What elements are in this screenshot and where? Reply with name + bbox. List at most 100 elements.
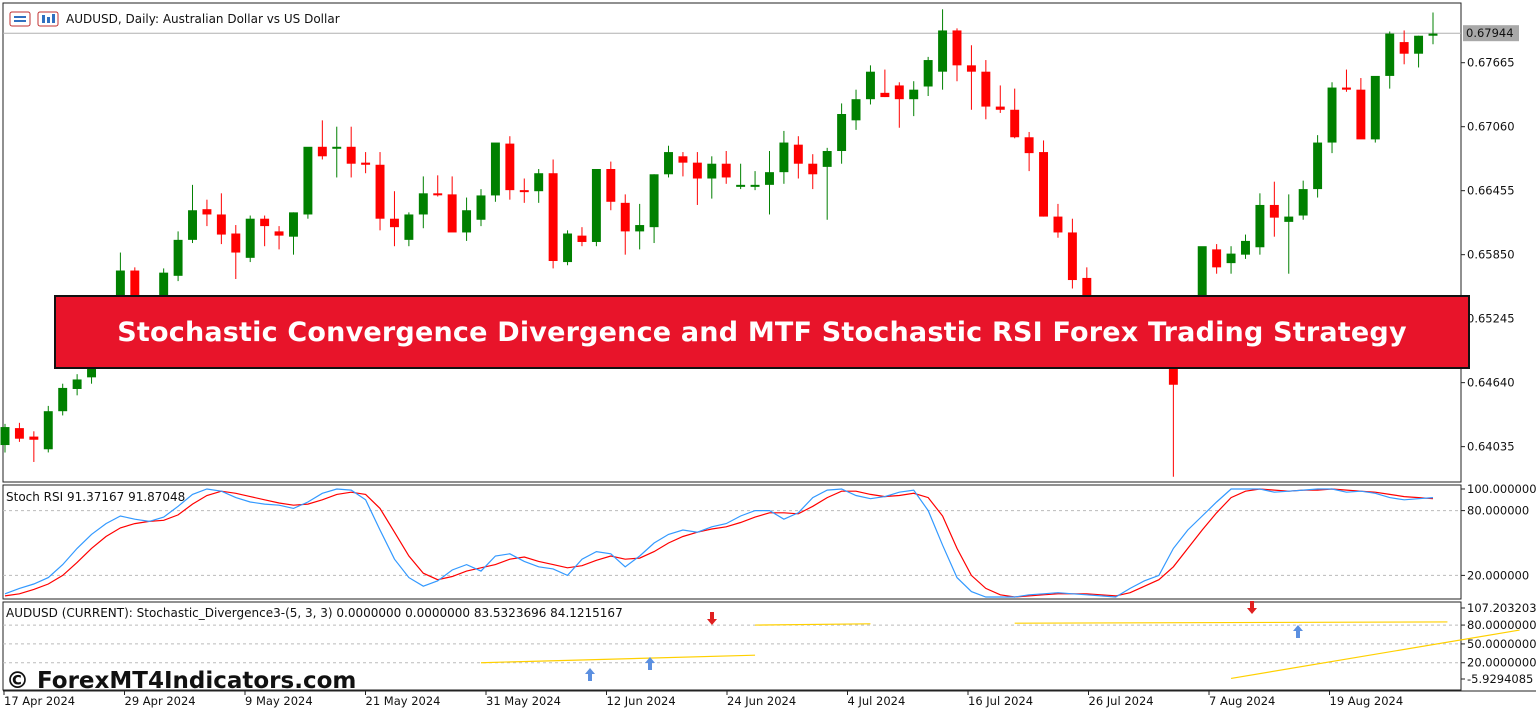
candle: [173, 231, 183, 282]
candle: [880, 69, 890, 98]
date-axis-label: 7 Aug 2024: [1209, 694, 1275, 708]
candle: [765, 151, 774, 215]
candle: [793, 136, 803, 179]
candle: [1212, 244, 1222, 274]
candle-body: [1010, 109, 1020, 138]
candle: [938, 9, 948, 90]
candle-body: [1039, 152, 1049, 217]
buy-arrow-icon: [645, 657, 655, 670]
stoch-axis-label: 20.000000: [1467, 568, 1529, 582]
title-banner-text: Stochastic Convergence Divergence and MT…: [117, 316, 1407, 348]
candle-body: [1298, 189, 1308, 216]
candle: [1428, 12, 1438, 45]
stoch-rsi-signal-line: [4, 488, 1434, 598]
candle: [188, 184, 197, 244]
buy-arrow-icon: [1293, 625, 1303, 638]
candle-body: [58, 387, 68, 412]
candle-body: [952, 30, 962, 66]
candle-body: [837, 113, 847, 152]
candle: [952, 28, 962, 82]
candle-body: [404, 214, 414, 240]
candle: [1024, 131, 1034, 172]
candle-body: [245, 218, 255, 258]
divergence-trend-line: [1014, 621, 1448, 624]
candle: [1385, 31, 1395, 89]
date-axis-label: 29 Apr 2024: [125, 694, 196, 708]
candle-body: [649, 174, 659, 228]
candle-body: [361, 162, 371, 165]
candle-body: [721, 163, 731, 178]
divergence-panel: [2, 601, 1462, 691]
candle: [707, 156, 717, 199]
candle: [678, 152, 688, 177]
divergence-trend-line: [755, 623, 871, 626]
candle-body: [505, 143, 515, 191]
candle: [620, 194, 630, 255]
candle-body: [188, 210, 197, 240]
candle-body: [750, 184, 760, 187]
candle: [1370, 75, 1380, 143]
candle-body: [923, 60, 933, 87]
candle-body: [1414, 35, 1424, 54]
candle-body: [43, 411, 53, 450]
price-axis-label: 0.67060: [1467, 120, 1515, 134]
candle: [1313, 135, 1323, 198]
candle: [966, 45, 976, 110]
candle: [1414, 35, 1424, 68]
candle-body: [332, 146, 342, 149]
candle-body: [1255, 204, 1265, 248]
candle-body: [0, 427, 10, 446]
candle: [0, 423, 10, 453]
candle: [43, 405, 53, 453]
candle-body: [260, 218, 270, 227]
candle-body: [1385, 33, 1395, 76]
candle: [202, 199, 212, 227]
candle: [1284, 194, 1294, 274]
watermark: © ForexMT4Indicators.com: [6, 668, 357, 694]
candle: [1241, 234, 1250, 259]
candle: [923, 56, 933, 97]
candle-body: [620, 202, 630, 232]
candle-body: [938, 30, 948, 72]
current-price-label: 0.67944: [1466, 26, 1514, 40]
candle-body: [1269, 204, 1279, 218]
candle: [649, 174, 659, 244]
sell-arrow-icon: [707, 612, 717, 625]
candle: [822, 147, 832, 220]
date-axis-label: 24 Jun 2024: [727, 694, 796, 708]
candle: [375, 152, 385, 231]
stoch-rsi-panel: [2, 484, 1462, 600]
candle: [519, 178, 529, 203]
candle-body: [577, 235, 587, 242]
candle-body: [29, 436, 39, 440]
candle: [404, 212, 414, 247]
candle-body: [981, 71, 991, 107]
candle: [1053, 203, 1063, 238]
price-axis-label: 0.67665: [1467, 56, 1515, 70]
candle-body: [678, 156, 688, 163]
candle: [447, 176, 457, 233]
candle: [462, 197, 472, 241]
date-axis-label: 26 Jul 2024: [1089, 694, 1154, 708]
buy-arrow-icon: [585, 668, 595, 681]
candle-body: [779, 142, 789, 173]
candle-body: [1327, 87, 1337, 143]
candle: [534, 168, 544, 203]
candle-body: [822, 151, 832, 167]
date-axis-label: 31 May 2024: [486, 694, 561, 708]
candle-body: [202, 209, 212, 215]
candle-body: [462, 210, 472, 233]
candle-body: [1313, 142, 1323, 190]
divergence-axis-label: 80.0000000: [1467, 618, 1536, 632]
candle: [865, 65, 875, 105]
candle: [58, 383, 68, 416]
candle: [216, 193, 226, 245]
candle-body: [173, 239, 183, 276]
candle: [332, 126, 342, 178]
candle: [894, 82, 904, 128]
candle-body: [476, 195, 486, 220]
candle: [1269, 181, 1279, 237]
candle-body: [1241, 240, 1250, 255]
candle-body: [375, 164, 385, 219]
